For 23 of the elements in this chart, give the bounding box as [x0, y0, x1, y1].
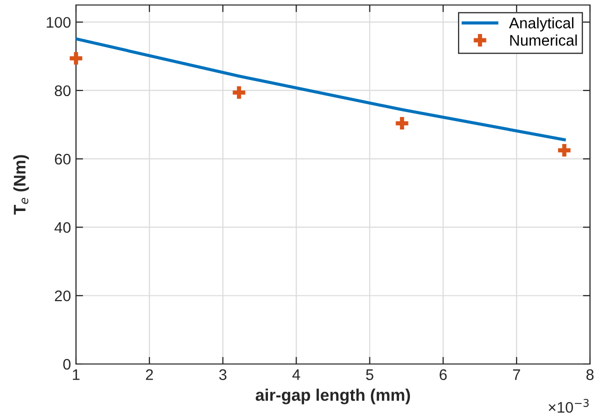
point [232, 86, 246, 99]
y-tick-label: 80 [54, 85, 71, 96]
y-tick-label: 40 [54, 222, 71, 233]
x-tick-label: 7 [513, 369, 520, 380]
text: ×10$^{−3}$ [548, 398, 589, 413]
legend-label: Numerical [510, 34, 577, 46]
x-tick-label: 8 [586, 369, 594, 380]
x-tick-label: 6 [440, 369, 447, 380]
y-tick-label: 0 [63, 358, 71, 370]
point [396, 117, 408, 130]
y-tick-label: 100 [46, 16, 71, 28]
x-axis-title: air-gap length (mm) [256, 388, 410, 404]
x-tick-label: 1 [72, 369, 80, 380]
x-tick-label: 2 [146, 369, 153, 380]
point [70, 52, 82, 65]
x-tick-label: 4 [292, 369, 300, 380]
x-tick-label: 5 [366, 369, 374, 380]
y-axis-title: T$_{e}$ (Nm) [13, 155, 29, 215]
y-tick-label: 20 [54, 290, 71, 302]
point [558, 144, 571, 157]
y-tick-label: 60 [54, 154, 71, 165]
x-tick-label: 3 [219, 369, 226, 380]
legend-label: Analytical [509, 17, 574, 32]
